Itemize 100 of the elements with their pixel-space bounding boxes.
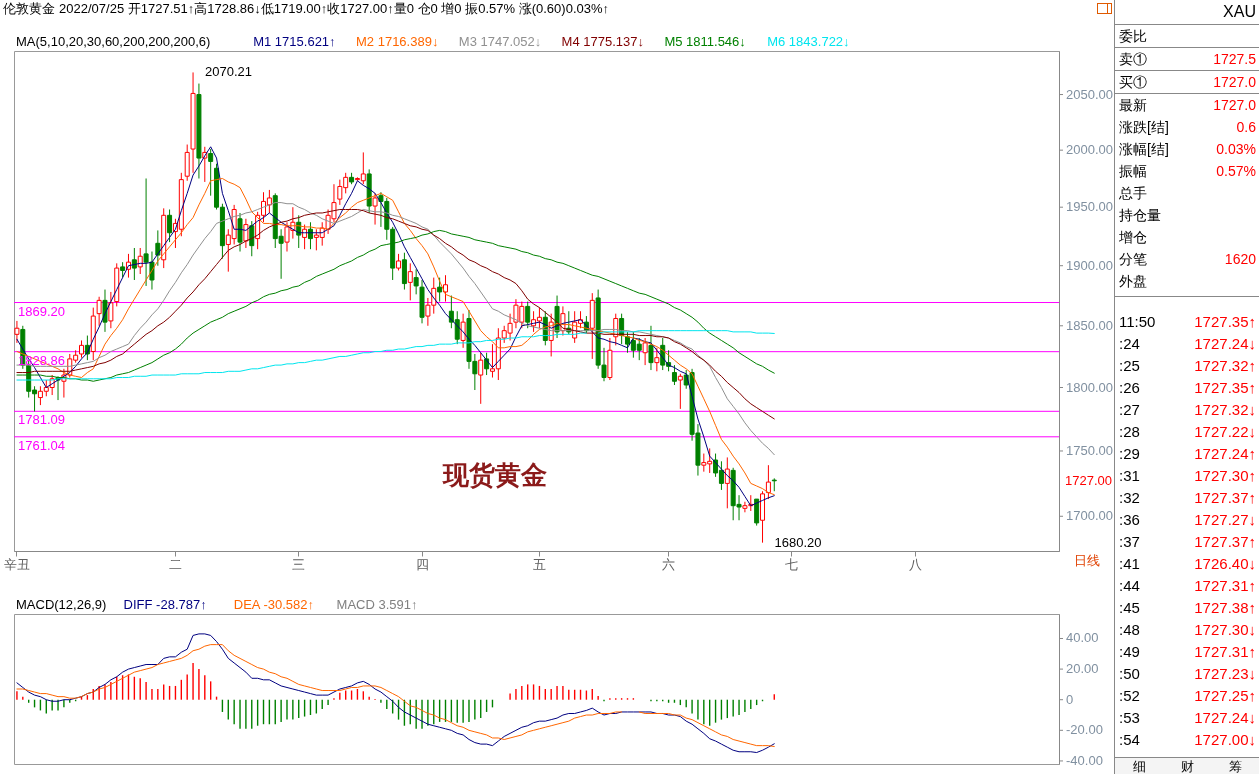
candlestick [167,209,173,243]
text: 1727.24↓ [1194,709,1256,726]
category-label: 总手 [1119,184,1147,203]
text: M2 1716.389↓ [356,34,439,49]
category-label: 涨跌[结] [1119,118,1169,137]
candlestick [642,337,648,366]
candlestick [724,456,730,509]
category-label: 卖① [1119,50,1147,69]
x-tick-label: 辛丑 [3,556,30,572]
candlestick [149,251,155,291]
candlestick [14,320,20,344]
candlestick [184,144,190,182]
candlestick [525,301,531,329]
text: 1727.37↑ [1194,533,1256,550]
candlestick [754,498,760,527]
y-tick-label: 2050.00 [1066,86,1113,102]
text: 1727.23↓ [1194,665,1256,682]
text: 0.57% [1216,163,1256,179]
text: 0.6 [1236,119,1256,135]
text: M4 1775.137↓ [561,34,645,49]
category-label: :36 [1119,511,1140,528]
text: 1727.35↑ [1194,379,1256,396]
ref-line-label: 1781.09 [18,412,65,428]
category-label: :24 [1119,335,1140,352]
category-label: 11:50 [1119,313,1156,330]
category-label: :29 [1119,445,1140,462]
y-tick-label: 20.00 [1066,661,1099,677]
x-tick-label: 二 [168,556,182,572]
candlestick [155,229,161,267]
y-tick-label: 1700.00 [1066,508,1113,524]
text: DEA -30.582↑ [233,597,315,612]
text: 0.03% [1216,141,1256,157]
text: 1727.24↓ [1194,335,1256,352]
y-tick-label: 1900.00 [1066,257,1113,273]
text: XAU [1115,0,1259,25]
text: 1726.40↓ [1194,555,1256,572]
candlestick [413,268,419,295]
text: 1727.35↑ [1194,313,1256,330]
text: 日线 [1074,553,1100,568]
candlestick [437,277,443,303]
y-tick-label: 1950.00 [1066,199,1113,215]
candlestick [460,313,466,349]
category-label: :45 [1119,599,1140,616]
annotation: 2070.21 [205,64,253,80]
x-tick-label: 五 [532,556,546,572]
text: 1727.30↓ [1194,621,1256,638]
category-label: :50 [1119,665,1140,682]
x-tick-label: 四 [415,556,429,572]
text: 1727.0 [1213,74,1256,90]
candlestick [108,291,114,329]
y-tick-label: 1850.00 [1066,317,1113,333]
candlestick [407,262,413,301]
candlestick [143,178,149,287]
category-label: 持仓量 [1119,206,1161,225]
category-label: 振幅 [1119,162,1147,181]
candlestick [237,212,243,253]
y-tick-label: -20.00 [1066,722,1103,738]
ref-line-label: 1761.04 [18,437,65,453]
text: M3 1747.052↓ [458,34,542,49]
text: 财 [1180,758,1194,774]
category-label: :44 [1119,577,1140,594]
text: MACD 3.591↑ [336,597,418,612]
candlestick [372,192,378,226]
category-label: :48 [1119,621,1140,638]
category-label: 外盘 [1119,272,1147,291]
text: 1727.32↑ [1194,357,1256,374]
category-label: 最新 [1119,96,1147,115]
text: 1727.31↑ [1194,577,1256,594]
category-label: :49 [1119,643,1140,660]
text: 1727.38↑ [1194,599,1256,616]
candlestick [654,347,660,372]
annotation: 现货黄金 [441,460,547,490]
category-label: :37 [1119,533,1140,550]
category-label: :32 [1119,489,1140,506]
category-label: 增仓 [1119,228,1147,247]
y-tick-label: 1750.00 [1066,442,1113,458]
category-label: :26 [1119,379,1140,396]
candlestick [137,247,143,275]
category-label: 委比 [1119,27,1147,46]
text: M6 1843.722↓ [767,34,850,49]
text: 1727.37↑ [1194,489,1256,506]
candlestick [401,252,407,291]
candlestick [96,296,102,327]
annotation: 1680.20 [774,534,822,550]
text: 1727.00↓ [1194,731,1256,748]
chart-title: 伦敦黄金 2022/07/25 开1727.51↑高1728.86↓低1719.00↑收1727.00↑量0 仓0 增0 振0.57% 涨(0.60)0.03%↑ [3,1,610,16]
text: M1 1715.621↑ [253,34,336,49]
y-tick-label: 40.00 [1066,630,1099,646]
y-tick-label: 1800.00 [1066,379,1113,395]
text: 1727.22↓ [1194,423,1256,440]
x-tick-label: 八 [908,556,922,572]
candlestick [742,501,748,513]
y-tick-label: 0 [1066,691,1074,707]
category-label: :52 [1119,687,1140,704]
x-tick-label: 六 [662,556,676,572]
candlestick [765,464,771,500]
text: 1727.0 [1213,97,1256,113]
category-label: :31 [1119,467,1140,484]
text: 1620 [1224,251,1256,267]
category-label: 分笔 [1119,250,1147,269]
